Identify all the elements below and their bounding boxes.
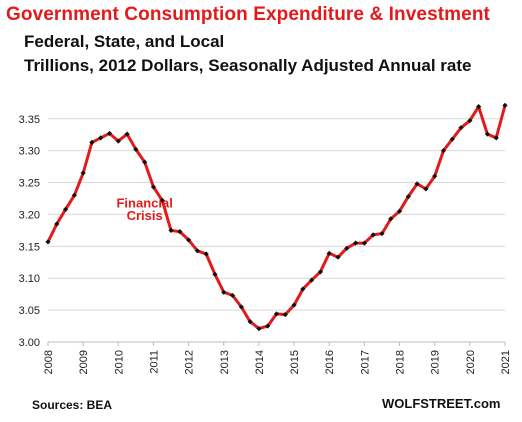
- y-tick-label: 3.00: [19, 337, 40, 349]
- data-point: [379, 230, 385, 237]
- chart-subtitle-units: Trillions, 2012 Dollars, Seasonally Adju…: [24, 56, 472, 75]
- data-point: [370, 232, 376, 238]
- data-point: [159, 197, 165, 203]
- x-tick-label: 2014: [254, 350, 266, 374]
- data-point: [317, 269, 324, 275]
- x-tick-label: 2017: [359, 350, 371, 374]
- data-point: [432, 173, 438, 179]
- data-point: [203, 251, 209, 257]
- data-point: [142, 159, 148, 165]
- x-tick-label: 2020: [465, 350, 477, 374]
- data-point: [45, 239, 51, 245]
- data-point: [54, 221, 60, 227]
- data-point: [168, 227, 174, 233]
- data-point: [300, 286, 306, 292]
- data-point: [212, 271, 218, 277]
- chart-title: Government Consumption Expenditure & Inv…: [6, 4, 490, 25]
- data-point: [476, 104, 482, 110]
- x-tick-label: 2012: [184, 350, 196, 374]
- x-tick-label: 2011: [148, 350, 160, 374]
- y-tick-label: 3.30: [19, 146, 40, 158]
- chart-subtitle-scope: Federal, State, and Local: [24, 32, 225, 51]
- data-point: [273, 311, 280, 317]
- x-tick-label: 2016: [324, 350, 336, 374]
- data-point: [265, 323, 271, 329]
- data-point: [256, 326, 262, 332]
- y-tick-label: 3.20: [19, 209, 40, 221]
- data-point: [282, 311, 288, 318]
- data-point: [62, 206, 69, 212]
- source-note: Sources: BEA: [32, 398, 113, 412]
- x-tick-label: 2008: [43, 350, 55, 374]
- data-point: [98, 135, 104, 141]
- data-point: [71, 192, 77, 198]
- data-point: [440, 148, 447, 154]
- x-tick-label: 2015: [289, 350, 301, 374]
- data-point: [458, 125, 464, 131]
- data-point: [502, 102, 508, 108]
- annotation-label-1: Crisis: [127, 208, 163, 223]
- data-point: [133, 146, 139, 152]
- data-point: [405, 193, 411, 200]
- x-tick-label: 2010: [113, 350, 125, 374]
- x-tick-label: 2013: [219, 350, 231, 374]
- data-point: [106, 130, 113, 137]
- data-point: [177, 229, 183, 235]
- x-tick-label: 2021: [500, 350, 512, 374]
- y-tick-label: 3.35: [19, 114, 40, 126]
- data-point: [221, 289, 227, 295]
- data-point: [335, 254, 341, 260]
- data-point: [89, 139, 95, 145]
- data-point: [352, 240, 359, 246]
- data-point: [344, 245, 350, 251]
- data-point: [186, 237, 192, 243]
- data-point: [150, 184, 157, 190]
- y-tick-label: 3.15: [19, 241, 40, 253]
- data-point: [326, 250, 332, 256]
- data-point: [309, 277, 315, 283]
- data-point: [229, 292, 236, 299]
- data-point: [414, 181, 420, 187]
- y-tick-label: 3.05: [19, 305, 40, 317]
- brand-watermark: WOLFSTREET.com: [382, 396, 501, 411]
- data-point: [238, 304, 244, 310]
- y-tick-label: 3.25: [19, 178, 40, 190]
- annotation-label-0: Financial: [116, 195, 172, 210]
- data-point: [115, 138, 121, 144]
- data-point: [484, 131, 491, 137]
- y-tick-label: 3.10: [19, 273, 40, 285]
- data-point: [388, 216, 394, 222]
- data-point: [291, 302, 297, 308]
- data-point: [423, 186, 429, 192]
- data-point: [194, 248, 201, 254]
- data-point: [80, 170, 86, 176]
- data-point: [361, 240, 367, 246]
- data-point: [449, 136, 455, 142]
- data-point: [396, 208, 403, 214]
- series-line: [46, 105, 507, 331]
- data-point: [493, 135, 499, 141]
- x-tick-label: 2018: [395, 350, 407, 374]
- data-point: [124, 131, 130, 137]
- data-point: [467, 118, 473, 124]
- x-tick-label: 2019: [430, 350, 442, 374]
- x-tick-label: 2009: [78, 350, 90, 374]
- data-point: [247, 318, 253, 325]
